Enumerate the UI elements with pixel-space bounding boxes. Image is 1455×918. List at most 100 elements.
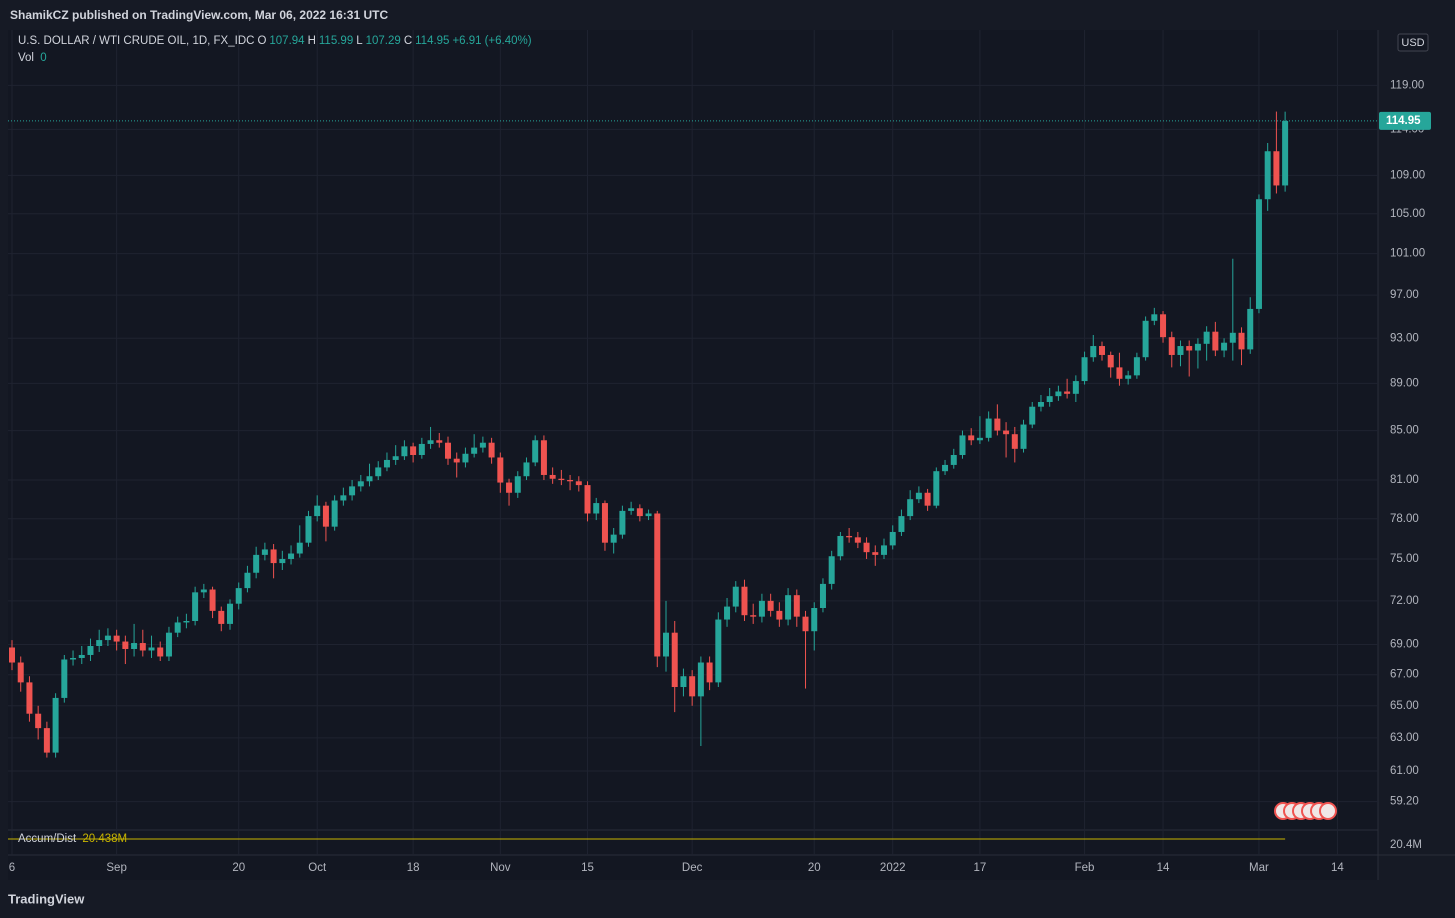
x-tick-label: 20 — [808, 862, 821, 874]
symbol-title: U.S. DOLLAR / WTI CRUDE OIL, 1D, FX_IDC — [18, 35, 255, 47]
candle-body — [837, 535, 844, 557]
candle-body — [758, 600, 765, 617]
y-tick-label: 89.00 — [1390, 377, 1419, 389]
candle-body — [1046, 396, 1053, 403]
candle-body — [558, 478, 565, 481]
candle-body — [1247, 308, 1254, 350]
candle-body — [9, 647, 15, 663]
candle-body — [87, 646, 94, 655]
candle-body — [1151, 314, 1158, 321]
candle-body — [1212, 331, 1219, 351]
candle-body — [732, 586, 739, 607]
x-tick-label: Dec — [682, 862, 703, 874]
x-tick-label: Mar — [1249, 862, 1269, 874]
indicator-name: Accum/Dist — [18, 833, 77, 845]
x-tick-label: 18 — [407, 862, 420, 874]
candle-body — [663, 632, 669, 657]
candle-body — [724, 606, 731, 620]
candle-body — [863, 542, 870, 553]
y-tick-label: 97.00 — [1390, 289, 1419, 301]
y-tick-label: 67.00 — [1390, 669, 1419, 681]
candle-body — [680, 676, 687, 688]
candle-body — [846, 535, 853, 538]
indicator-value: 20.438M — [82, 833, 128, 845]
grid — [8, 30, 1378, 855]
last-price-label: 114.95 — [1386, 115, 1421, 127]
candle-body — [506, 482, 513, 493]
x-tick-label: Oct — [308, 862, 327, 874]
candle-body — [279, 558, 286, 564]
candle-body — [898, 516, 905, 532]
candle-body — [584, 485, 591, 514]
candle-body — [462, 453, 469, 463]
y-tick-label: 105.00 — [1390, 208, 1425, 220]
candle-body — [322, 505, 329, 527]
y-tick-label: 109.00 — [1390, 169, 1425, 181]
brand: TradingView — [8, 891, 85, 906]
candle-body — [1003, 430, 1010, 435]
currency: USD — [1401, 37, 1424, 49]
x-tick-label: 14 — [1331, 862, 1344, 874]
candle-body — [575, 481, 582, 486]
x-tick-label: Nov — [490, 862, 511, 874]
candle-body — [113, 635, 120, 642]
candle-body — [785, 595, 792, 620]
candle-body — [383, 459, 390, 468]
candle-body — [532, 440, 539, 463]
candle-body — [950, 454, 957, 465]
candle-body — [131, 643, 138, 649]
candle-body — [227, 603, 233, 624]
candle-body — [139, 643, 146, 651]
candle-body — [872, 552, 879, 555]
candle-body — [1282, 120, 1289, 186]
currency-box — [1397, 33, 1429, 52]
candle-body — [96, 640, 103, 647]
candle-body — [942, 464, 949, 472]
candle-body — [157, 647, 164, 657]
candle-body — [52, 697, 59, 753]
candle-body — [165, 632, 172, 657]
plot-area — [8, 30, 1378, 880]
candle-body — [1238, 332, 1245, 350]
candle-body — [375, 467, 382, 477]
candle-body — [715, 619, 722, 683]
candle-body — [401, 446, 408, 457]
candle-body — [619, 510, 626, 535]
candle-body — [331, 500, 338, 527]
candle-body — [593, 503, 600, 514]
y-tick-label: 65.00 — [1390, 700, 1419, 712]
candle-body — [1168, 337, 1175, 355]
indicator-row: Accum/Dist 20.438M — [18, 833, 130, 845]
candle-body — [122, 641, 129, 649]
candle-body — [436, 440, 443, 443]
candle-body — [148, 647, 155, 651]
open-label: O — [257, 35, 267, 47]
candle-body — [445, 442, 451, 459]
candle-body — [1133, 357, 1140, 376]
candle-body — [296, 542, 303, 554]
candle-body — [523, 462, 530, 477]
candle-body — [1142, 320, 1149, 358]
candle-body — [1029, 406, 1036, 425]
candle-body — [104, 635, 111, 641]
low-label: L — [356, 35, 363, 47]
close-value: 114.95 — [415, 35, 450, 47]
candle-body — [811, 608, 818, 632]
candle-body — [1099, 346, 1105, 355]
candle-body — [854, 537, 861, 543]
y-tick-label: 78.00 — [1390, 513, 1419, 525]
candle-body — [1160, 314, 1167, 338]
candle-body — [976, 437, 983, 441]
candle-body — [471, 447, 478, 454]
candle-body — [427, 440, 434, 444]
candle-body — [671, 632, 678, 688]
candle-body — [314, 505, 321, 517]
candle-body — [183, 620, 190, 623]
events — [1274, 802, 1337, 820]
x-tick-label: 17 — [974, 862, 987, 874]
candle-body — [392, 456, 399, 460]
indicator-axis-label: 20.4M — [1390, 839, 1422, 851]
candle-body — [915, 492, 922, 500]
candle-body — [1273, 151, 1280, 186]
